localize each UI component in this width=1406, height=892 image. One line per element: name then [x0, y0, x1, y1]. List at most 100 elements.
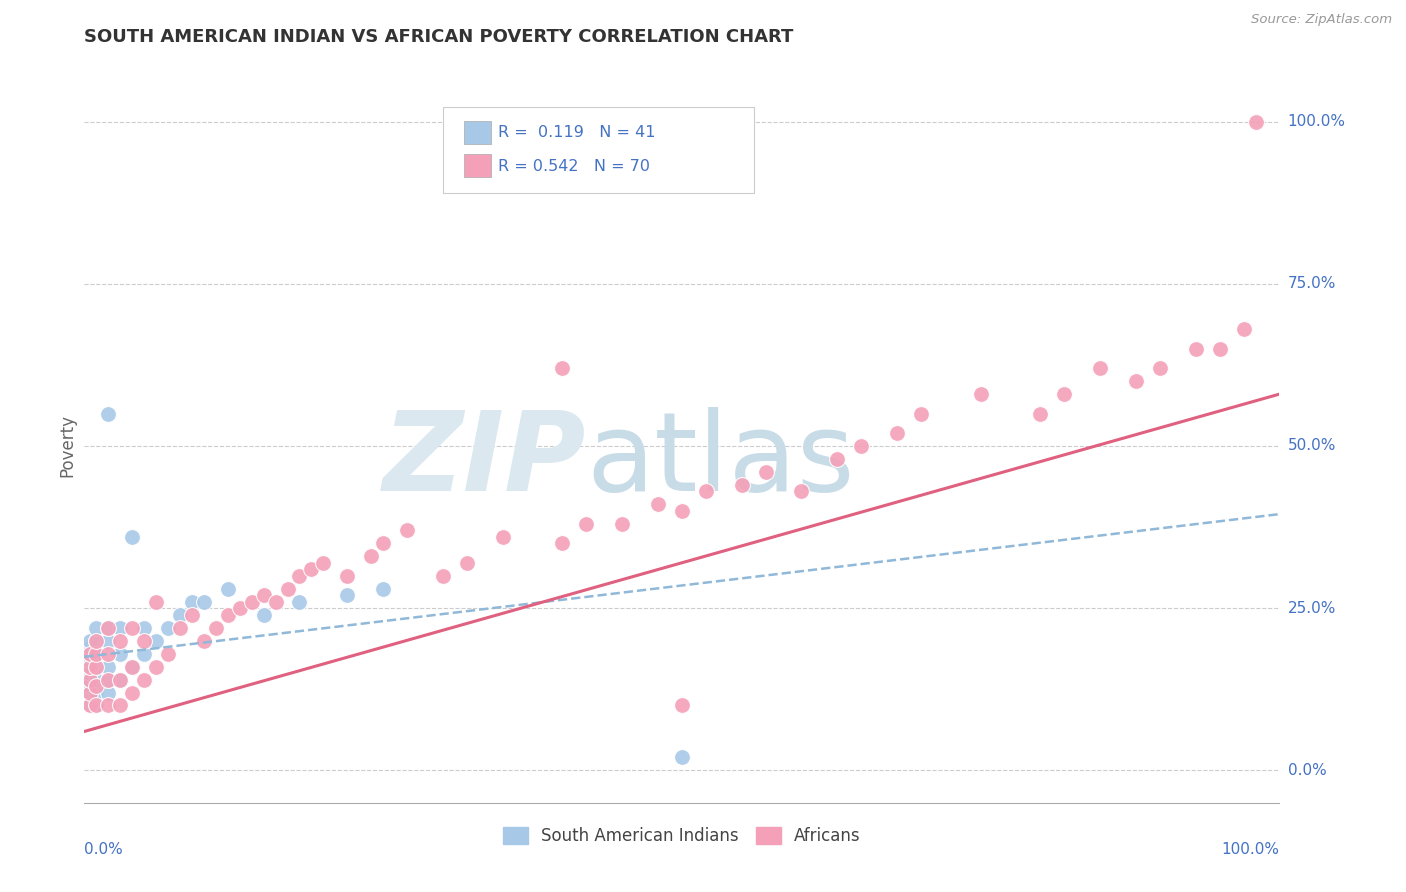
Point — [121, 659, 143, 673]
Point — [110, 647, 132, 661]
Point — [132, 647, 156, 661]
FancyBboxPatch shape — [443, 107, 754, 193]
Point — [288, 595, 311, 609]
Point — [79, 659, 101, 673]
Point — [1244, 114, 1267, 128]
Point — [79, 679, 101, 693]
Point — [193, 595, 215, 609]
Point — [121, 659, 143, 673]
Point — [253, 588, 276, 602]
Point — [1185, 342, 1208, 356]
Point — [79, 685, 101, 699]
Text: atlas: atlas — [586, 407, 855, 514]
Point — [288, 568, 311, 582]
Point — [264, 595, 287, 609]
Point — [336, 568, 359, 582]
Point — [456, 556, 478, 570]
Point — [132, 673, 156, 687]
Point — [336, 588, 359, 602]
Point — [181, 595, 204, 609]
Text: 100.0%: 100.0% — [1222, 842, 1279, 857]
Text: SOUTH AMERICAN INDIAN VS AFRICAN POVERTY CORRELATION CHART: SOUTH AMERICAN INDIAN VS AFRICAN POVERTY… — [84, 29, 794, 46]
Point — [612, 516, 634, 531]
FancyBboxPatch shape — [464, 121, 491, 145]
Point — [910, 407, 932, 421]
Point — [79, 640, 101, 654]
Text: 50.0%: 50.0% — [1288, 439, 1336, 453]
Point — [1125, 374, 1147, 388]
Point — [79, 633, 101, 648]
Point — [253, 607, 276, 622]
Point — [86, 698, 108, 713]
Point — [145, 633, 167, 648]
Text: ZIP: ZIP — [382, 407, 586, 514]
Text: 25.0%: 25.0% — [1288, 600, 1336, 615]
Point — [205, 621, 228, 635]
Point — [79, 666, 101, 681]
Text: 100.0%: 100.0% — [1288, 114, 1346, 129]
Point — [79, 647, 101, 661]
Point — [312, 556, 335, 570]
Text: R =  0.119   N = 41: R = 0.119 N = 41 — [498, 125, 655, 140]
Point — [97, 621, 120, 635]
Point — [110, 698, 132, 713]
Point — [86, 685, 108, 699]
Point — [671, 698, 693, 713]
Point — [97, 633, 120, 648]
Point — [1053, 387, 1076, 401]
Point — [97, 647, 120, 661]
Point — [132, 621, 156, 635]
Point — [79, 698, 101, 713]
Point — [551, 361, 574, 376]
Point — [169, 607, 191, 622]
Point — [217, 582, 239, 596]
Point — [886, 425, 908, 440]
Point — [97, 407, 120, 421]
Point — [396, 524, 419, 538]
Point — [86, 647, 108, 661]
Point — [145, 659, 167, 673]
Point — [121, 685, 143, 699]
Point — [551, 536, 574, 550]
Point — [86, 673, 108, 687]
Point — [432, 568, 454, 582]
Point — [1029, 407, 1052, 421]
Point — [97, 621, 120, 635]
Point — [851, 439, 873, 453]
Point — [217, 607, 239, 622]
Legend: South American Indians, Africans: South American Indians, Africans — [496, 820, 868, 852]
Point — [970, 387, 993, 401]
Point — [1233, 322, 1256, 336]
Point — [145, 595, 167, 609]
Point — [240, 595, 263, 609]
Point — [86, 679, 108, 693]
Point — [110, 673, 132, 687]
Point — [575, 516, 598, 531]
Point — [181, 607, 204, 622]
FancyBboxPatch shape — [464, 154, 491, 177]
Point — [86, 698, 108, 713]
Point — [121, 530, 143, 544]
Point — [86, 647, 108, 661]
Point — [97, 673, 120, 687]
Point — [755, 465, 778, 479]
Text: 75.0%: 75.0% — [1288, 277, 1336, 292]
Point — [97, 698, 120, 713]
Point — [731, 478, 754, 492]
Point — [110, 621, 132, 635]
Point — [169, 621, 191, 635]
Y-axis label: Poverty: Poverty — [58, 415, 76, 477]
Point — [277, 582, 299, 596]
Point — [121, 621, 143, 635]
Point — [373, 582, 395, 596]
Point — [647, 497, 669, 511]
Point — [671, 750, 693, 764]
Point — [86, 659, 108, 673]
Point — [790, 484, 813, 499]
Point — [86, 659, 108, 673]
Point — [157, 621, 180, 635]
Point — [86, 633, 108, 648]
Text: Source: ZipAtlas.com: Source: ZipAtlas.com — [1251, 13, 1392, 27]
Point — [1090, 361, 1112, 376]
Point — [110, 633, 132, 648]
